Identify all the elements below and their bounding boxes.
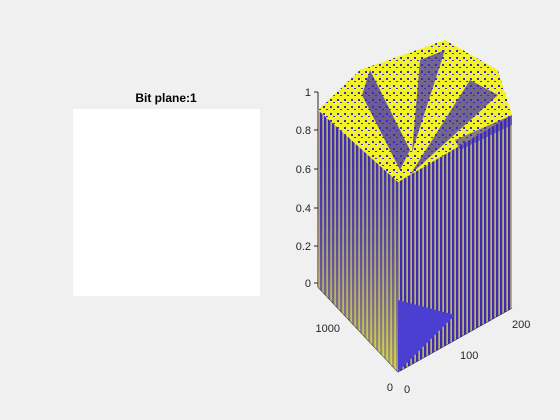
z-tick-label: 0.6	[296, 164, 311, 176]
x-tick-label: 200	[512, 319, 530, 331]
x-tick-label: 0	[404, 384, 410, 396]
surface-mesh	[318, 40, 512, 372]
z-axis	[314, 91, 319, 287]
z-tick-label: 0.8	[296, 125, 311, 137]
z-tick-label: 0	[305, 278, 311, 290]
z-tick-label: 0.4	[296, 203, 311, 215]
y-tick-label: 1000	[316, 323, 340, 335]
z-tick-label: 1	[305, 87, 311, 99]
z-tick-label: 0.2	[296, 241, 311, 253]
bit-plane-image	[73, 109, 260, 296]
y-tick-label: 0	[387, 382, 393, 394]
x-tick-label: 100	[460, 350, 478, 362]
bit-plane-title: Bit plane:1	[135, 91, 197, 105]
